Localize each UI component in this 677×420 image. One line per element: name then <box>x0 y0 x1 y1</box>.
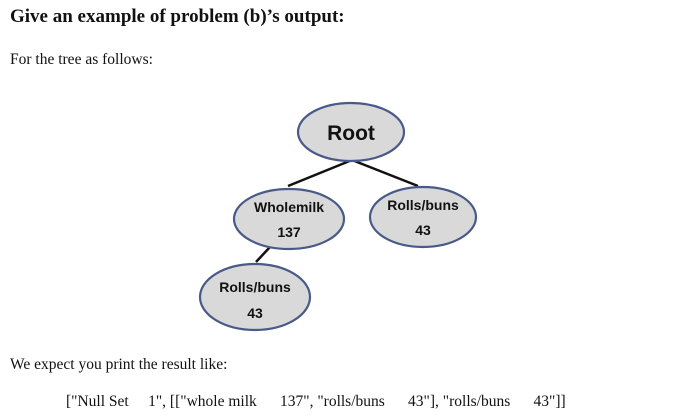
edge-root-rolls <box>351 158 419 188</box>
node-count-rolls-child: 43 <box>247 305 263 321</box>
edge-wholemilk-rolls <box>255 246 271 263</box>
result-output: ["Null Set 1", [["whole milk 137", "roll… <box>66 393 566 410</box>
section-heading: Give an example of problem (b)’s output: <box>10 6 345 27</box>
node-label-rolls-right: Rolls/buns <box>387 197 459 213</box>
node-count-wholemilk: 137 <box>277 224 301 240</box>
node-count-rolls-right: 43 <box>415 222 431 238</box>
edge-root-wholemilk <box>287 158 353 188</box>
node-label-rolls-child: Rolls/buns <box>219 279 291 295</box>
expect-text: We expect you print the result like: <box>10 356 228 373</box>
node-label-root: Root <box>327 122 375 145</box>
tree-node-rolls-child: Rolls/buns 43 <box>198 262 312 332</box>
node-label-wholemilk: Wholemilk <box>254 199 324 215</box>
intro-text: For the tree as follows: <box>10 51 153 68</box>
tree-node-root: Root <box>296 101 406 163</box>
tree-node-wholemilk: Wholemilk 137 <box>232 187 346 251</box>
tree-node-rolls-right: Rolls/buns 43 <box>368 185 478 249</box>
